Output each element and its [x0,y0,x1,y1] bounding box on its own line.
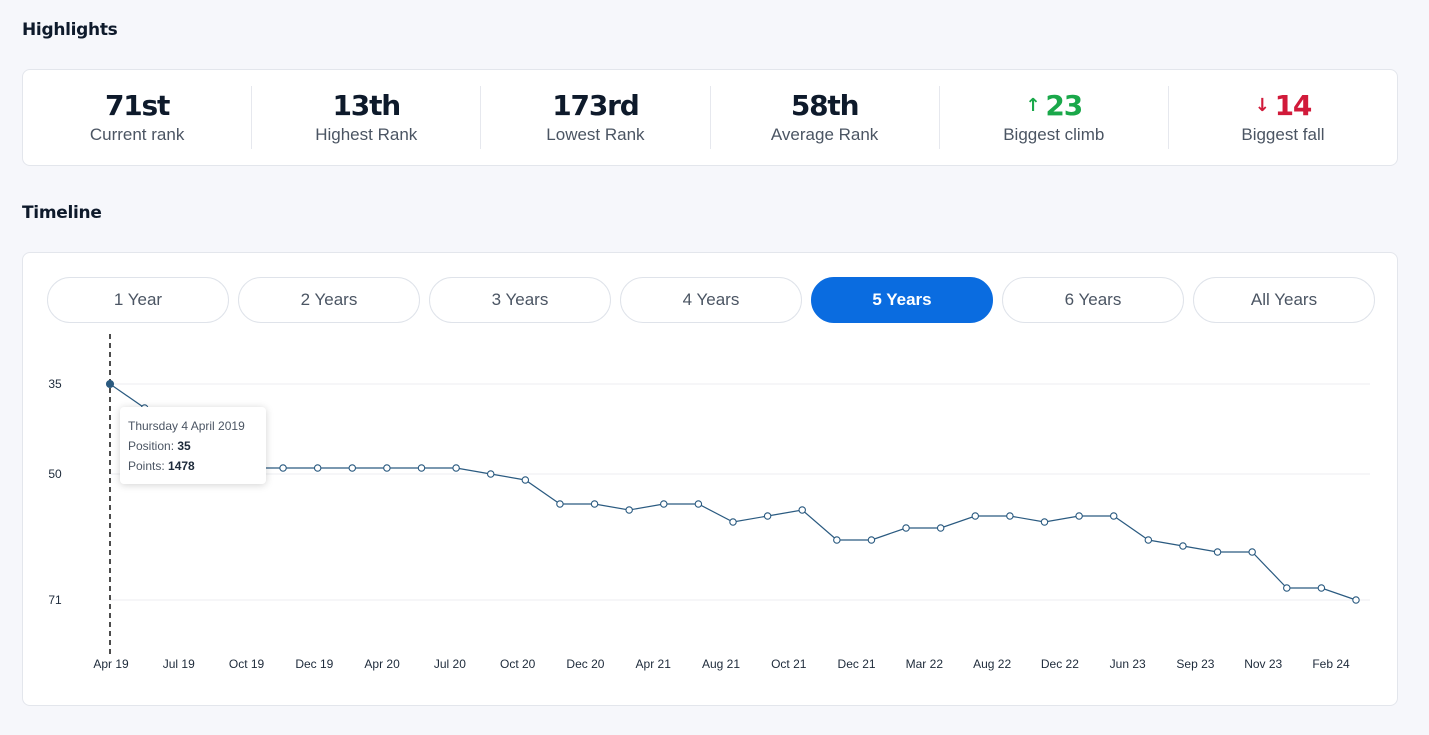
tooltip-position-value: 35 [177,439,191,453]
stat-value: ↓ 14 [1254,89,1313,122]
x-tick-label: Apr 19 [93,657,129,671]
x-tick-label: Oct 19 [229,657,265,671]
stat-label: Biggest fall [1241,125,1325,144]
x-tick-label: Oct 20 [500,657,536,671]
data-point [1144,536,1153,544]
x-tick-label: Sep 23 [1176,657,1214,671]
tooltip-points-value: 1478 [168,459,195,473]
x-tick-label: Dec 22 [1041,657,1079,671]
x-tick-label: Nov 23 [1244,657,1282,671]
data-point [1040,518,1049,526]
data-point [279,464,287,472]
x-tick-label: Mar 22 [906,657,944,671]
data-point [1248,548,1256,556]
stat-biggest-climb: ↑ 23 Biggest climb [940,86,1169,149]
tooltip-position-label: Position: [128,439,175,453]
range-4-years-button[interactable]: 4 Years [620,277,802,323]
stat-label: Average Rank [770,125,879,144]
stat-highest-rank: 13th Highest Rank [252,86,482,149]
x-tick-label: Apr 20 [364,657,400,671]
data-point [348,464,357,472]
x-tick-label: Dec 20 [566,657,604,671]
data-point [798,506,806,514]
range-2-years-button[interactable]: 2 Years [238,277,420,323]
stat-average-rank: 58th Average Rank [711,86,940,149]
stat-label: Biggest climb [1003,125,1105,144]
stat-value: 58th [790,89,860,122]
data-point [833,536,841,544]
fall-value: 14 [1274,89,1313,122]
data-point [936,524,945,532]
data-point [486,470,495,478]
series-line [109,383,1357,601]
highlighted-point [105,379,115,389]
data-point [313,464,322,472]
tooltip-points-label: Points: [128,459,165,473]
range-1-year-button[interactable]: 1 Year [47,277,229,323]
data-point [1213,548,1222,556]
y-tick-label: 50 [48,467,62,481]
data-point [660,500,668,508]
tooltip-date: Thursday 4 April 2019 [128,419,245,433]
data-point [1317,584,1326,592]
tooltip-position: Position: 35 [128,436,258,456]
y-tick-label: 71 [48,593,62,607]
tooltip-points: Points: 1478 [128,456,258,476]
data-point [1352,596,1360,604]
x-tick-label: Feb 24 [1312,657,1350,671]
range-selector: 1 Year 2 Years 3 Years 4 Years 5 Years 6… [47,277,1375,323]
x-tick-label: Jul 20 [434,657,466,671]
stat-biggest-fall: ↓ 14 Biggest fall [1169,86,1397,149]
stat-value: 13th [332,89,402,122]
x-tick-label: Jun 23 [1110,657,1146,671]
climb-value: 23 [1045,89,1083,122]
data-point [1283,584,1291,592]
data-point [556,500,564,508]
data-point [452,464,460,472]
data-point [521,476,530,484]
x-tick-label: Aug 22 [973,657,1011,671]
arrow-up-icon: ↑ [1025,95,1041,116]
stat-value: 173rd [552,89,640,122]
data-point [902,524,910,532]
data-point [763,512,772,520]
stat-label: Current rank [89,125,185,144]
range-5-years-button[interactable]: 5 Years [811,277,993,323]
arrow-down-icon: ↓ [1254,95,1270,116]
x-tick-label: Dec 19 [295,657,333,671]
x-tick-label: Jul 19 [163,657,195,671]
x-tick-label: Oct 21 [771,657,807,671]
stat-label: Highest Rank [315,125,418,144]
stat-current-rank: 71st Current rank [23,86,253,149]
stat-value: ↑ 23 [1025,89,1084,122]
data-point [625,506,633,514]
data-point [694,500,703,508]
highlights-card: 71st Current rank 13th Highest Rank 173r… [22,69,1398,166]
range-all-years-button[interactable]: All Years [1193,277,1375,323]
highlights-title: Highlights [22,20,118,40]
x-tick-label: Dec 21 [838,657,876,671]
chart-tooltip: Thursday 4 April 2019 Position: 35 Point… [120,407,266,484]
stat-label: Lowest Rank [546,125,645,144]
y-tick-label: 35 [48,377,62,391]
range-3-years-button[interactable]: 3 Years [429,277,611,323]
data-point [867,536,876,544]
data-point [1179,542,1187,550]
data-point [729,518,737,526]
stat-value: 71st [104,89,170,122]
x-tick-label: Apr 21 [636,657,672,671]
range-6-years-button[interactable]: 6 Years [1002,277,1184,323]
data-point [590,500,599,508]
data-point [417,464,426,472]
data-point [1109,512,1118,520]
data-point [971,512,980,520]
data-point [1075,512,1083,520]
x-tick-label: Aug 21 [702,657,740,671]
data-point [1006,512,1014,520]
stat-lowest-rank: 173rd Lowest Rank [481,86,711,149]
data-point [383,464,391,472]
timeline-title: Timeline [22,203,102,223]
